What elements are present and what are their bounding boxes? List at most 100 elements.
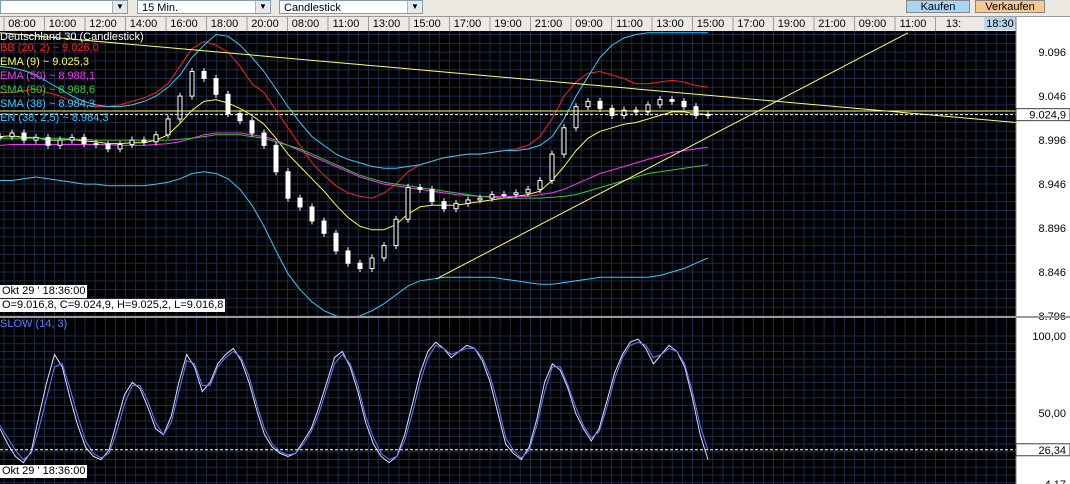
indicator-line: [0, 134, 709, 199]
candle-body: [501, 194, 507, 197]
time-tick-label: 17:00: [454, 18, 482, 30]
candle-body: [309, 206, 315, 222]
candle-body: [597, 100, 603, 109]
time-tick-label: 11:00: [900, 18, 927, 30]
price-tick-label: 8.946: [1038, 179, 1066, 191]
stoch-tick-label: 4,17: [1045, 479, 1066, 484]
candle-body: [81, 136, 87, 145]
candle-body: [333, 232, 339, 252]
candle-body: [69, 136, 75, 141]
candle-body: [561, 127, 567, 155]
time-tick-label: 14:00: [130, 18, 158, 30]
time-tick-label: 09:00: [575, 18, 603, 30]
time-tick-label: 19:00: [778, 18, 806, 30]
candle-body: [549, 153, 555, 182]
chevron-down-icon[interactable]: ▼: [407, 1, 422, 13]
trendline-down[interactable]: [0, 32, 1017, 123]
candle-body: [165, 118, 171, 136]
candle-body: [621, 109, 627, 116]
time-tick-label: 12:00: [89, 18, 117, 30]
sell-button[interactable]: Verkaufen: [975, 0, 1045, 13]
toolbar: ▼ 15 Min. ▼ Candlestick ▼ Kaufen Verkauf…: [0, 0, 1070, 17]
candle-body: [45, 136, 51, 146]
candle-body: [585, 100, 591, 108]
price-tick-label: 8.996: [1038, 135, 1066, 147]
candle-body: [345, 250, 351, 264]
price-horizontal-grid: [0, 34, 1016, 317]
legend-entry[interactable]: BB (20, 2) ~ 9.026,0: [0, 42, 99, 54]
legend-entry[interactable]: SMA (50) ~ 8.968,6: [0, 84, 96, 96]
candle-body: [9, 132, 15, 138]
price-tick-label: 9.046: [1038, 91, 1066, 103]
candle-body: [213, 78, 219, 95]
time-tick-label: 15:00: [697, 18, 725, 30]
candle-body: [417, 187, 423, 190]
chart-type-select[interactable]: Candlestick ▼: [279, 0, 423, 14]
chevron-down-icon[interactable]: ▼: [255, 1, 270, 13]
time-axis: 08:00 10:00 12:00 14:00 16:00 18:00 20:00 08:00…: [3, 16, 1016, 31]
candle-body: [225, 93, 231, 115]
legend-entry[interactable]: EN (38, 2,5) ~ 8.984,3: [0, 112, 109, 124]
legend-entry[interactable]: EMA (9) ~ 9.025,3: [0, 56, 89, 68]
candle-body: [357, 262, 363, 270]
chevron-down-icon[interactable]: ▼: [112, 1, 127, 13]
stoch-horizontal-grid: [0, 335, 1016, 484]
candle-body: [0, 136, 3, 139]
candle-body: [57, 139, 63, 146]
time-tick-label: 08:00: [292, 18, 320, 30]
interval-select-value: 15 Min.: [142, 2, 179, 14]
price-tick-label: 8.896: [1038, 223, 1066, 235]
panel-separator[interactable]: [0, 316, 1016, 318]
time-tick-label: 10:00: [49, 18, 77, 30]
current-price-value: 9.024,9: [1029, 110, 1066, 122]
candle-body: [405, 187, 411, 220]
candle-body: [477, 197, 483, 201]
chart-type-select-value: Candlestick: [284, 2, 341, 14]
stoch-scale: 100,00 50,00 4,17: [1032, 331, 1066, 484]
candle-body: [33, 136, 39, 141]
symbol-select[interactable]: ▼: [0, 0, 128, 14]
candle-body: [369, 257, 375, 270]
candle-body: [669, 99, 675, 102]
candle-body: [657, 99, 663, 106]
candle-body: [129, 139, 135, 145]
time-tick-label: 18:00: [211, 18, 239, 30]
interval-select[interactable]: 15 Min. ▼: [137, 0, 271, 14]
price-info-ohlc: O=9.016,8, C=9.024,9, H=9.025,2, L=9.016…: [0, 299, 226, 312]
legend-entry[interactable]: SMA (38) ~ 8.984,3: [0, 98, 96, 110]
candle-body: [237, 113, 243, 122]
stoch-chart-title: SLOW (14, 3): [0, 318, 68, 330]
candle-body: [21, 132, 27, 141]
legend-entry[interactable]: EMA (50) ~ 8.988,1: [0, 70, 96, 82]
stoch-line: [0, 338, 709, 464]
time-cursor-badge: [984, 17, 1016, 30]
buy-button[interactable]: Kaufen: [906, 0, 970, 13]
candle-body: [321, 220, 327, 234]
candle-body: [573, 106, 579, 129]
candle-body: [189, 70, 195, 97]
price-info-date: Okt 29 ' 18:36:00: [0, 285, 88, 298]
candle-body: [141, 139, 147, 143]
time-tick-label: 20:00: [251, 18, 279, 30]
time-tick-label: 11:00: [616, 18, 643, 30]
current-price-badge: [1015, 108, 1070, 122]
trendline-up[interactable]: [435, 32, 909, 280]
current-stoch-value: 26,34: [1038, 445, 1066, 457]
price-tick-label: 9.096: [1038, 47, 1066, 59]
candle-body: [429, 188, 435, 203]
time-tick-label: 13:00: [373, 18, 401, 30]
candle-body: [465, 199, 471, 204]
stoch-plot: [0, 338, 709, 464]
time-tick-label: 21:00: [818, 18, 846, 30]
stoch-tick-label: 50,00: [1038, 408, 1066, 420]
candle-body: [513, 192, 519, 196]
price-tick-label: 8.846: [1038, 267, 1066, 279]
candle-body: [645, 104, 651, 113]
candle-body: [177, 95, 183, 120]
time-tick-label: 13:: [946, 18, 961, 30]
time-tick-label: 21:00: [535, 18, 563, 30]
candle-body: [261, 132, 267, 146]
candle-body: [105, 143, 111, 150]
